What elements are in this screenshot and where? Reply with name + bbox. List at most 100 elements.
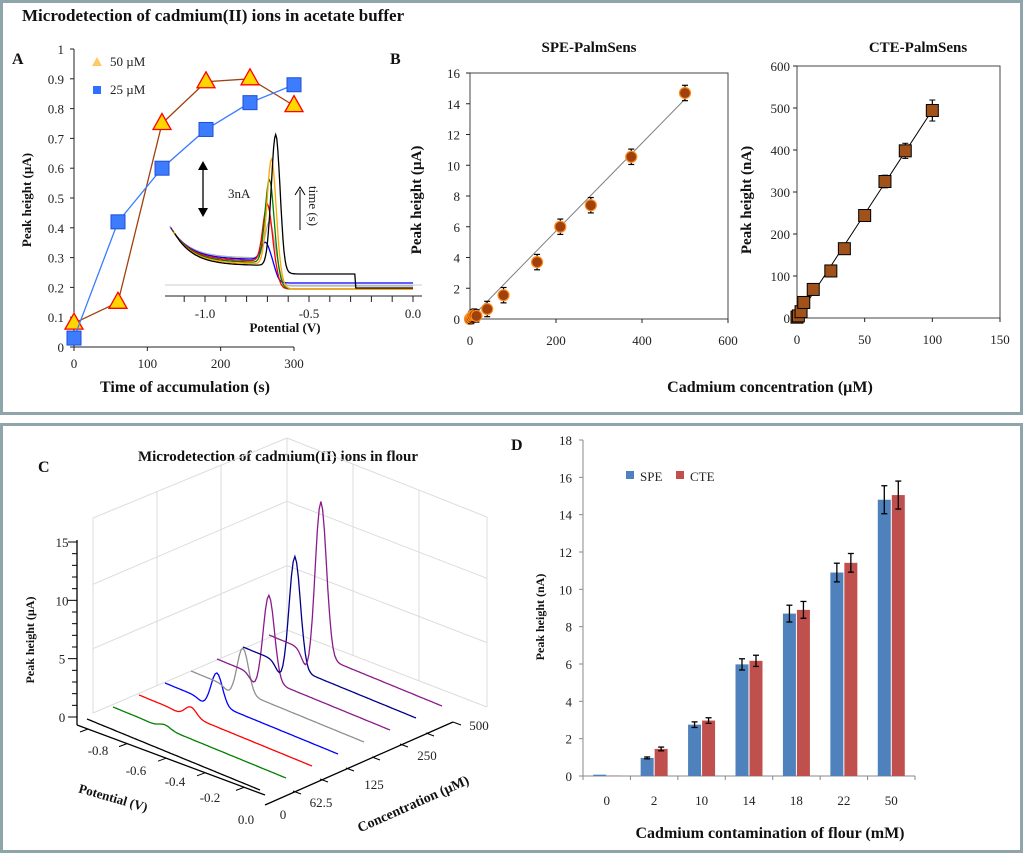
- panel-d-y-tick-label: 10: [559, 582, 572, 597]
- panel-b-right-plot-frame: [796, 65, 1001, 319]
- panel-c-concentration-tick-label: 0: [280, 807, 287, 822]
- panel-a-y-tick-label: 0.6: [48, 161, 65, 176]
- inset-xlabel: Potential (V): [249, 320, 320, 335]
- panel-b-right-point: [806, 282, 820, 296]
- panel-d-y-tick-label: 2: [566, 732, 573, 747]
- panel-d-ylabel: Peak height (nA): [533, 574, 547, 661]
- panel-b-right-y-tick-label: 600: [771, 59, 791, 74]
- panel-a-x-tick-label: 300: [284, 356, 304, 371]
- panel-d-y-tick-label: 18: [559, 433, 572, 448]
- panel-b-point: [625, 150, 638, 163]
- panel-b-y-tick-label: 6: [454, 220, 461, 235]
- panel-a-y-tick-label: 0: [58, 340, 65, 355]
- panel-b-right-x-tick-label: 50: [858, 332, 871, 347]
- panel-d-xlabel: Cadmium contamination of flour (mM): [635, 825, 904, 842]
- panel-c-back-wall-edge: [286, 437, 488, 518]
- panel-b-right-point: [797, 295, 811, 309]
- panel-b-xlabel: Cadmium concentration (µM): [667, 379, 873, 396]
- panel-d-bar-spe: [593, 774, 607, 776]
- time-arrow-up-icon: [294, 186, 306, 196]
- panel-a-square-point: [242, 95, 258, 111]
- panel-c-potential-tick-label: -0.4: [165, 774, 186, 789]
- panel-b-point: [554, 220, 567, 233]
- panel-c-potential-tick: [79, 728, 89, 733]
- panel-a-y-tick-label: 0.9: [48, 72, 64, 87]
- panel-b-y-tick-label: 14: [447, 97, 461, 112]
- panel-c-potential-tick: [196, 772, 206, 777]
- panel-d-bar-cte: [749, 660, 763, 776]
- panel-a-x-tick-label: 0: [71, 356, 78, 371]
- top-title: Microdetection of cadmium(II) ions in ac…: [22, 6, 405, 25]
- panel-c-height-tick-label: 15: [56, 535, 69, 550]
- inset-trace: [174, 132, 413, 289]
- panel-d-x-tick-label: 50: [885, 793, 898, 808]
- panel-c-potential-tick: [235, 786, 245, 791]
- panel-b-right-y-tick-label: 200: [771, 227, 791, 242]
- panel-a-ylabel: Peak height (µA): [19, 153, 34, 247]
- panel-c-back-wall-edge: [92, 629, 288, 714]
- panel-d-bar-cte: [844, 562, 858, 776]
- inset-trace: [169, 221, 413, 287]
- panel-c-potential-tick: [157, 757, 167, 762]
- panel-b-right-x-tick-label: 100: [923, 332, 943, 347]
- panel-d-bar-spe: [782, 613, 796, 776]
- panel-a-x-tick-label: 100: [138, 356, 158, 371]
- inset-trace: [171, 203, 413, 290]
- panel-d-x-tick-label: 22: [837, 793, 850, 808]
- panel-b-right-y-tick-label: 100: [771, 269, 791, 284]
- panel-c-trace: [164, 672, 339, 755]
- panel-a-square-point: [154, 160, 170, 176]
- panel-d-bar-cte: [891, 495, 905, 776]
- panel-b-ylabel: Peak height (µA): [409, 146, 425, 255]
- panel-b-fit-line: [469, 98, 686, 320]
- panel-a-triangle-point: [107, 290, 129, 309]
- panel-label-c: C: [38, 459, 50, 476]
- panel-d-y-tick-label: 4: [566, 694, 573, 709]
- panel-a-y-tick-label: 0.1: [48, 310, 64, 325]
- panel-c-potential-tick-label: 0.0: [238, 812, 254, 827]
- panel-d-x-tick-label: 2: [651, 793, 658, 808]
- panel-b-y-tick-label: 16: [447, 66, 461, 81]
- panel-c-height-tick-label: 10: [56, 593, 69, 608]
- panel-b-y-tick-label: 2: [454, 281, 461, 296]
- panel-c-height-tick-label: 0: [59, 710, 66, 725]
- panel-a-y-tick-label: 0.2: [48, 280, 64, 295]
- panel-b-right-title: CTE-PalmSens: [869, 40, 968, 56]
- legend-label-cte: CTE: [690, 469, 715, 484]
- inset-x-tick-label: -1.0: [195, 306, 216, 321]
- legend-square-icon: [93, 86, 101, 94]
- legend-label-50uM: 50 µM: [110, 54, 146, 69]
- panel-b-title: SPE-PalmSens: [541, 40, 636, 56]
- panel-c-potential-tick-label: -0.6: [126, 763, 147, 778]
- panel-a-square-point: [286, 77, 302, 93]
- bottom-panel-frame: [0, 423, 1023, 853]
- panel-b-right-y-tick-label: 0: [784, 311, 791, 326]
- panel-b-y-tick-label: 0: [454, 312, 461, 327]
- panel-d-x-tick-label: 0: [603, 793, 610, 808]
- panel-b-point: [530, 256, 544, 269]
- panel-c-concentration-tick: [292, 790, 302, 795]
- panel-b-right-point: [837, 242, 851, 256]
- panel-d-y-tick-label: 8: [566, 620, 573, 635]
- panel-c-grid-line: [92, 565, 288, 650]
- panel-d-y-tick-label: 6: [566, 657, 573, 672]
- panel-d-x-tick-label: 14: [743, 793, 757, 808]
- panel-a-square-point: [198, 121, 214, 137]
- panel-c-concentration-tick: [425, 732, 435, 737]
- inset-trace: [170, 227, 413, 284]
- panel-b-y-tick-label: 10: [447, 158, 460, 173]
- panel-c-back-wall-edge: [286, 629, 488, 708]
- panel-a-triangle-point: [195, 70, 217, 89]
- panel-b-y-tick-label: 4: [454, 251, 461, 266]
- panel-d-bar-spe: [735, 664, 749, 776]
- panel-c-grid-line: [286, 500, 488, 579]
- panel-c-concentration-tick: [399, 743, 409, 748]
- panel-c-concentration-tick-label: 250: [417, 748, 437, 763]
- panel-c-potential-axis: [76, 724, 266, 796]
- panel-b-point: [470, 309, 483, 323]
- panel-d-bar-spe: [688, 724, 702, 776]
- top-panel-frame: [0, 0, 1023, 415]
- panel-a-triangle-point: [239, 67, 261, 86]
- panel-c-concentration-tick-label: 62.5: [310, 795, 333, 810]
